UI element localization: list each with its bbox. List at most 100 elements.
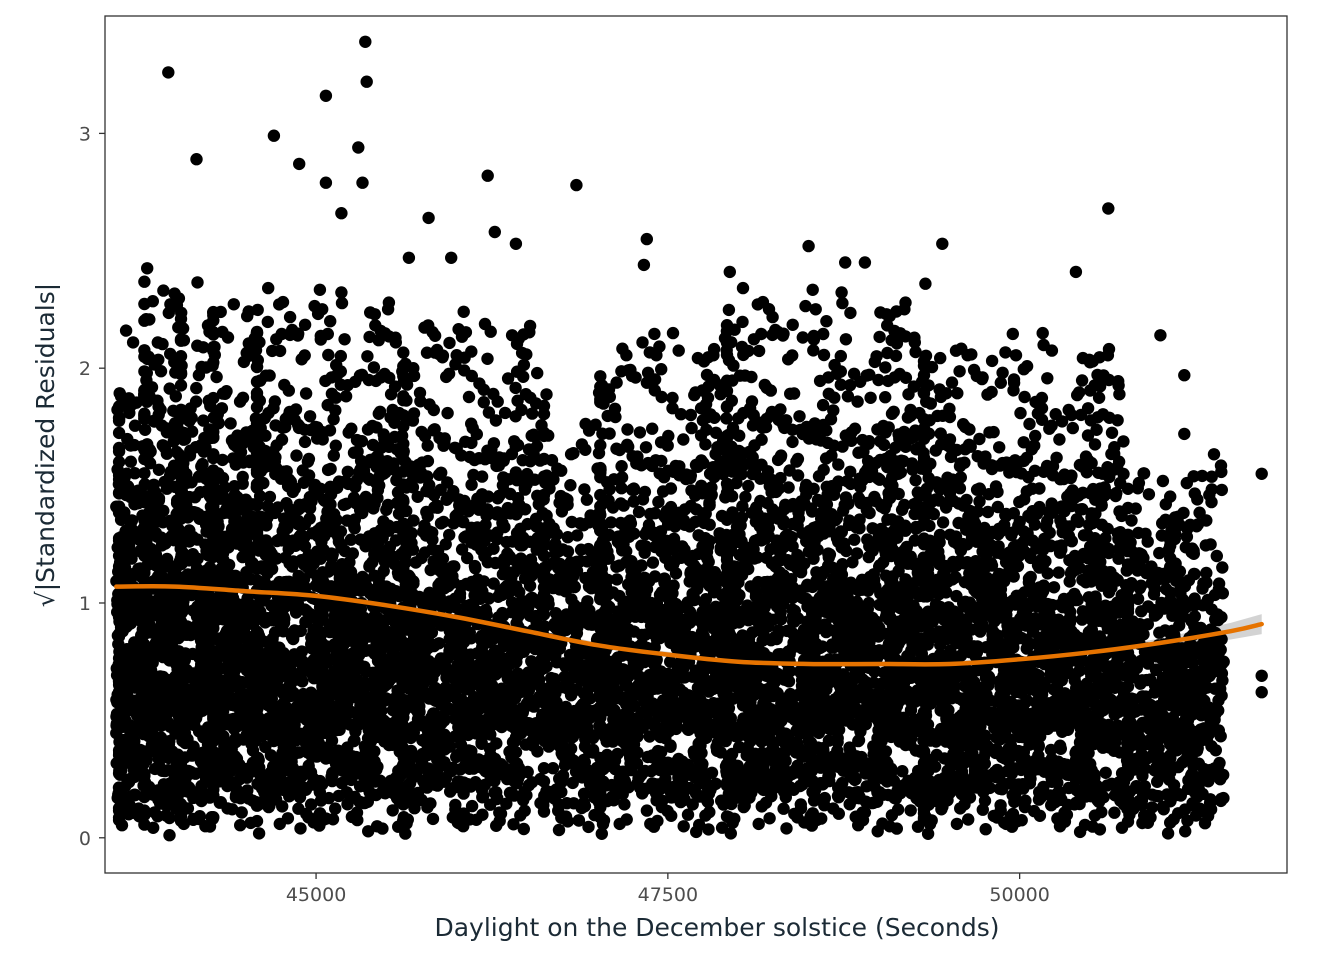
scatter-point bbox=[124, 455, 137, 468]
scatter-point bbox=[380, 630, 394, 643]
scatter-point bbox=[497, 760, 510, 773]
scatter-point bbox=[191, 339, 204, 352]
scatter-point bbox=[475, 543, 488, 556]
scatter-point bbox=[138, 514, 151, 527]
scatter-point bbox=[426, 812, 440, 826]
scatter-point bbox=[112, 549, 126, 562]
scatter-point bbox=[316, 695, 329, 708]
scatter-point bbox=[124, 516, 137, 530]
scatter-point bbox=[284, 475, 297, 488]
scatter-point bbox=[207, 448, 220, 461]
scatter-point bbox=[615, 482, 628, 495]
scatter-point bbox=[561, 716, 575, 729]
scatter-point bbox=[397, 444, 410, 457]
scatter-point bbox=[311, 432, 324, 445]
scatter-point bbox=[156, 740, 169, 754]
scatter-point bbox=[275, 433, 289, 446]
scatter-point bbox=[542, 740, 555, 753]
scatter-point bbox=[302, 452, 316, 466]
scatter-point bbox=[328, 638, 341, 651]
scatter-point bbox=[372, 407, 385, 420]
scatter-point bbox=[343, 654, 356, 668]
scatter-point bbox=[112, 412, 126, 425]
scatter-point bbox=[580, 493, 594, 506]
scatter-point bbox=[316, 608, 329, 621]
scatter-point bbox=[275, 766, 288, 779]
scatter-point bbox=[501, 547, 514, 560]
scatter-point bbox=[441, 668, 454, 682]
scatter-point bbox=[162, 764, 175, 777]
scatter-point bbox=[632, 505, 646, 519]
scatter-point bbox=[368, 308, 381, 321]
scatter-point bbox=[281, 595, 294, 608]
scatter-point bbox=[357, 705, 370, 718]
scatter-point bbox=[138, 661, 151, 674]
scatter-point bbox=[412, 666, 425, 679]
scatter-point bbox=[298, 349, 311, 362]
scatter-point bbox=[138, 705, 151, 718]
scatter-point bbox=[475, 634, 488, 647]
scatter-point bbox=[537, 719, 551, 732]
scatter-point bbox=[191, 699, 204, 712]
scatter-point bbox=[552, 572, 565, 585]
scatter-point bbox=[174, 718, 188, 732]
scatter-point bbox=[236, 550, 249, 564]
scatter-point bbox=[397, 346, 410, 359]
scatter-point bbox=[537, 608, 551, 621]
scatter-point bbox=[276, 524, 289, 538]
scatter-point bbox=[172, 675, 186, 689]
scatter-point bbox=[517, 645, 530, 658]
scatter-point bbox=[432, 728, 445, 741]
scatter-point bbox=[421, 738, 434, 751]
scatter-point bbox=[443, 624, 456, 638]
scatter-point bbox=[250, 499, 264, 512]
scatter-point bbox=[493, 658, 507, 672]
scatter-point bbox=[154, 731, 168, 744]
scatter-point bbox=[172, 292, 186, 305]
scatter-point bbox=[481, 352, 494, 365]
scatter-point bbox=[321, 655, 334, 668]
scatter-point bbox=[373, 692, 387, 706]
scatter-point bbox=[542, 701, 555, 714]
scatter-point bbox=[458, 531, 471, 544]
scatter-point bbox=[160, 426, 174, 439]
scatter-point bbox=[138, 695, 151, 708]
scatter-point bbox=[354, 533, 367, 546]
scatter-point bbox=[269, 647, 283, 660]
scatter-point bbox=[512, 683, 525, 696]
scatter-point bbox=[197, 414, 210, 427]
scatter-point bbox=[187, 812, 200, 826]
scatter-point bbox=[664, 636, 677, 649]
scatter-point bbox=[156, 670, 170, 684]
scatter-point bbox=[207, 530, 220, 543]
scatter-point bbox=[125, 591, 139, 604]
scatter-point bbox=[250, 523, 264, 537]
scatter-point bbox=[473, 754, 486, 767]
scatter-point bbox=[139, 717, 152, 731]
scatter-point bbox=[261, 315, 274, 329]
scatter-point bbox=[227, 298, 240, 311]
scatter-point bbox=[515, 595, 528, 609]
scatter-point bbox=[138, 495, 151, 509]
scatter-point bbox=[471, 672, 484, 685]
scatter-point bbox=[471, 647, 484, 660]
scatter-point bbox=[465, 713, 478, 726]
scatter-point bbox=[340, 786, 353, 799]
scatter-point bbox=[250, 446, 264, 459]
scatter-point bbox=[174, 615, 188, 628]
scatter-point bbox=[397, 611, 410, 624]
scatter-point bbox=[148, 597, 161, 610]
scatter-point bbox=[207, 811, 220, 824]
scatter-point bbox=[250, 360, 264, 374]
scatter-point bbox=[518, 535, 531, 548]
scatter-point bbox=[482, 406, 496, 419]
scatter-point bbox=[273, 344, 287, 358]
scatter-point bbox=[250, 679, 264, 692]
scatter-point bbox=[381, 303, 395, 316]
scatter-point bbox=[229, 791, 243, 804]
scatter-point bbox=[369, 319, 382, 332]
scatter-point bbox=[397, 571, 410, 585]
scatter-point bbox=[349, 725, 362, 738]
scatter-point bbox=[421, 439, 434, 452]
scatter-point bbox=[277, 697, 290, 710]
